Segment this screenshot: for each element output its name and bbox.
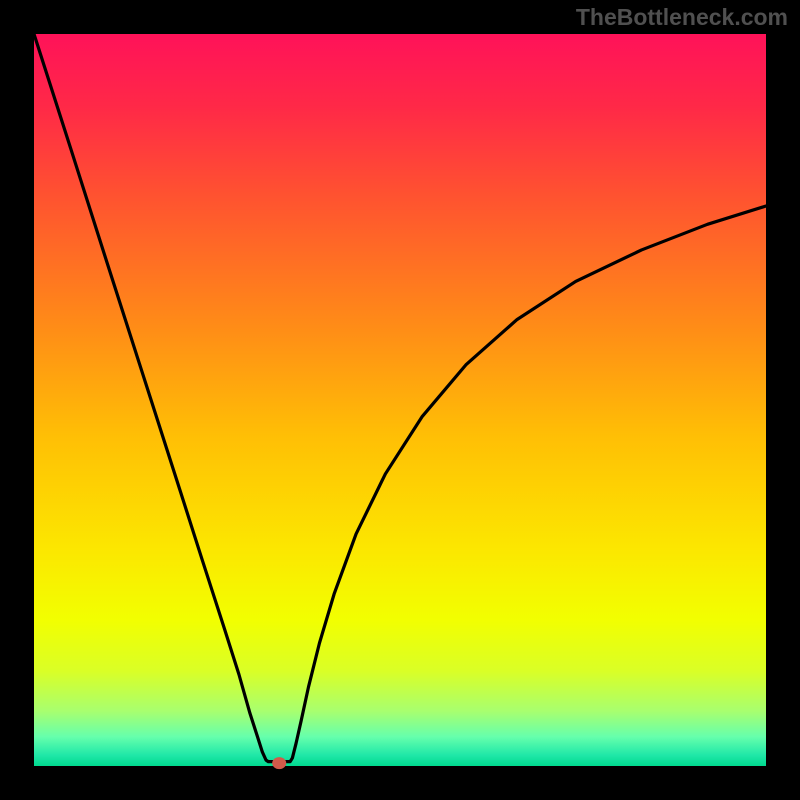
- optimum-marker: [272, 757, 286, 769]
- bottleneck-curve: [34, 34, 766, 762]
- watermark-text: TheBottleneck.com: [576, 4, 788, 31]
- curve-layer: [0, 0, 800, 800]
- chart-container: { "chart": { "type": "line", "width": 80…: [0, 0, 800, 800]
